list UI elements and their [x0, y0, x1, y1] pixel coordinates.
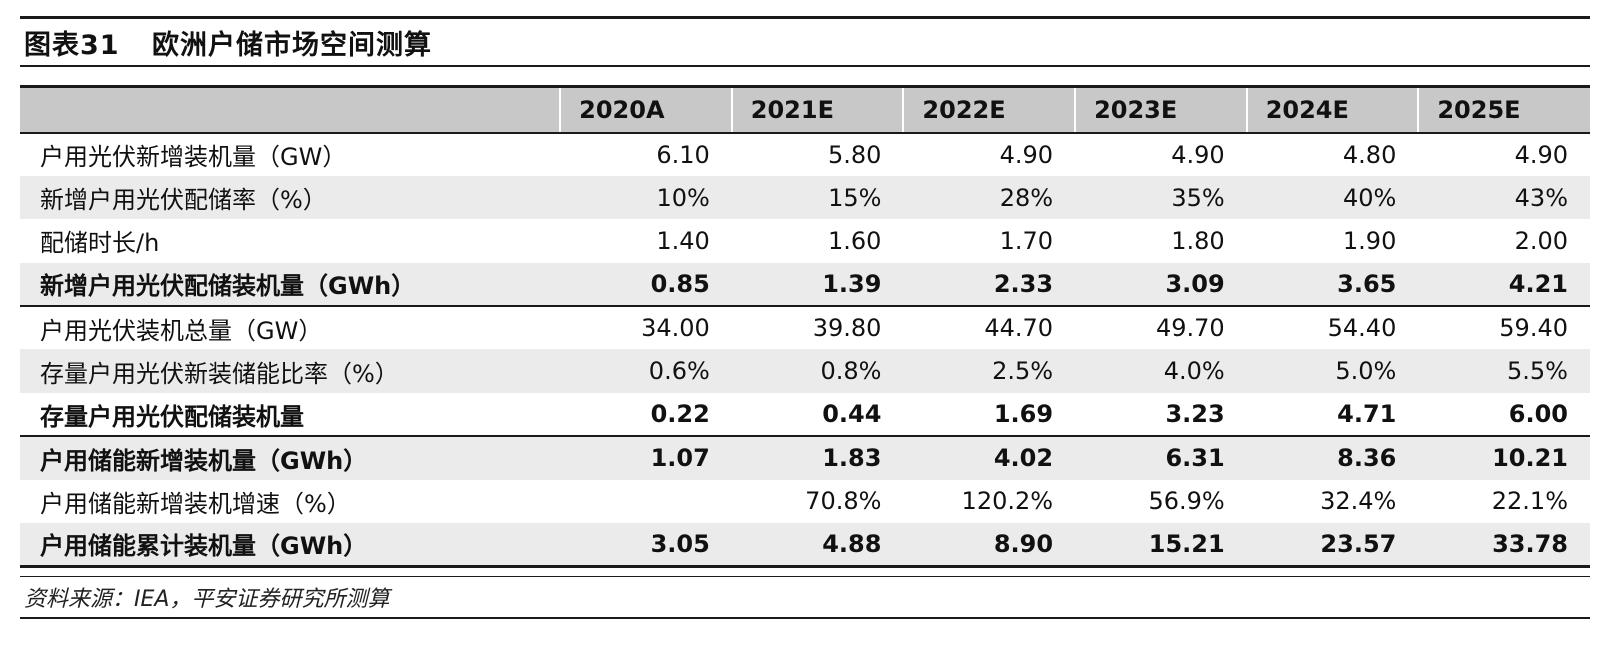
table-cell: 4.80 — [1342, 140, 1397, 169]
table-cell: 1.07 — [650, 444, 710, 473]
table-cell: 43% — [1514, 183, 1568, 212]
table-cell: 40% — [1343, 183, 1397, 212]
table-cell: 23.57 — [1246, 523, 1419, 568]
table-row: 户用储能新增装机增速（%） 70.8% 120.2% 56.9% 32.4% 2… — [20, 480, 1590, 523]
table-cell: 4.21 — [1418, 262, 1590, 308]
table-row: 存量户用光伏新装储能比率（%） 0.6% 0.8% 2.5% 4.0% 5.0%… — [20, 349, 1590, 393]
table-cell: 6.10 — [656, 140, 710, 169]
table-cell: 2.33 — [903, 262, 1076, 308]
figure-number: 图表31 — [24, 29, 120, 61]
table-cell: 4.90 — [1171, 140, 1225, 169]
header-cell: 2022E — [902, 85, 1076, 134]
table-row-total: 户用储能新增装机量（GWh） 1.07 1.83 4.02 6.31 8.36 … — [20, 436, 1590, 480]
figure-title-bar: 图表31 欧洲户储市场空间测算 — [20, 19, 1590, 65]
table-cell: 32.4% — [1320, 487, 1397, 516]
source-note: 资料来源：IEA，平安证券研究所测算 — [20, 575, 1590, 619]
figure-frame: 图表31 欧洲户储市场空间测算 2020A 2021E 2022E 2023E … — [20, 16, 1590, 619]
table-cell: 0.85 — [560, 262, 732, 308]
table-cell: 4.90 — [1514, 140, 1568, 169]
table-cell: 1.40 — [656, 226, 710, 255]
table-cell: 34.00 — [641, 314, 710, 343]
row-label: 户用光伏新增装机量（GW） — [40, 143, 347, 172]
header-cell: 2024E — [1245, 85, 1419, 134]
table-row: 配储时长/h 1.40 1.60 1.70 1.80 1.90 2.00 — [20, 219, 1590, 262]
table-cell: 49.70 — [1155, 314, 1225, 343]
table-cell: 6.00 — [1418, 392, 1590, 438]
table-cell: 1.70 — [999, 226, 1054, 255]
table-row: 新增户用光伏配储率（%） 10% 15% 28% 35% 40% 43% — [20, 175, 1590, 220]
header-cell — [20, 85, 561, 134]
table-cell: 4.71 — [1246, 392, 1419, 438]
table-cell: 4.90 — [999, 140, 1054, 169]
table-cell: 56.9% — [1148, 487, 1225, 516]
table-row-subtotal: 新增户用光伏配储装机量（GWh） 0.85 1.39 2.33 3.09 3.6… — [20, 262, 1590, 308]
row-label: 新增户用光伏配储率（%） — [40, 186, 327, 215]
table-cell: 15% — [828, 183, 882, 212]
figure-title: 欧洲户储市场空间测算 — [152, 29, 432, 61]
row-label: 户用储能累计装机量（GWh） — [20, 523, 561, 568]
table-cell: 2.00 — [1514, 226, 1568, 255]
table-cell: 4.02 — [993, 444, 1054, 473]
table-cell: 1.69 — [903, 392, 1076, 438]
table-cell: 3.23 — [1075, 392, 1247, 438]
table-cell: 70.8% — [805, 487, 882, 516]
table-cell: 4.0% — [1163, 357, 1225, 386]
table-cell: 3.05 — [560, 523, 732, 568]
table-cell: 0.6% — [648, 357, 710, 386]
table-cell: 0.44 — [731, 392, 904, 438]
table-row: 户用光伏新增装机量（GW） 6.10 5.80 4.90 4.90 4.80 4… — [20, 133, 1590, 176]
table-cell: 6.31 — [1165, 444, 1225, 473]
table-cell: 3.09 — [1075, 262, 1247, 308]
row-label: 新增户用光伏配储装机量（GWh） — [20, 262, 561, 308]
table-cell: 4.88 — [731, 523, 904, 568]
table-cell: 1.60 — [827, 226, 882, 255]
table-cell: 1.80 — [1171, 226, 1225, 255]
table-cell: 8.36 — [1337, 444, 1397, 473]
table-cell: 15.21 — [1075, 523, 1247, 568]
row-label: 配储时长/h — [40, 229, 160, 258]
forecast-table: 2020A 2021E 2022E 2023E 2024E 2025E 户用光伏… — [20, 85, 1590, 568]
table-cell: 8.90 — [903, 523, 1076, 568]
header-cell: 2025E — [1417, 85, 1590, 134]
table-cell: 35% — [1171, 183, 1225, 212]
table-cell: 2.5% — [992, 357, 1054, 386]
row-label: 户用光伏装机总量（GW） — [40, 316, 323, 345]
table-cell: 0.22 — [560, 392, 732, 438]
table-cell — [560, 480, 732, 523]
header-cell: 2020A — [559, 85, 732, 134]
table-cell: 44.70 — [984, 314, 1054, 343]
table-row: 户用光伏装机总量（GW） 34.00 39.80 44.70 49.70 54.… — [20, 306, 1590, 349]
row-label: 存量户用光伏新装储能比率（%） — [40, 359, 399, 388]
table-cell: 1.90 — [1342, 226, 1397, 255]
table-cell: 5.0% — [1335, 357, 1397, 386]
table-cell: 59.40 — [1499, 314, 1568, 343]
header-cell: 2023E — [1074, 85, 1247, 134]
table-cell: 1.39 — [731, 262, 904, 308]
table-cell: 1.83 — [822, 444, 882, 473]
table-cell: 5.80 — [827, 140, 882, 169]
table-cell: 22.1% — [1491, 487, 1568, 516]
table-cell: 10% — [656, 183, 710, 212]
row-label: 户用储能新增装机增速（%） — [40, 489, 351, 518]
table-cell: 3.65 — [1246, 262, 1419, 308]
table-cell: 33.78 — [1418, 523, 1590, 568]
table-cell: 120.2% — [961, 487, 1054, 516]
table-cell: 0.8% — [820, 357, 882, 386]
table-row-subtotal: 存量户用光伏配储装机量 0.22 0.44 1.69 3.23 4.71 6.0… — [20, 392, 1590, 438]
row-label: 存量户用光伏配储装机量 — [20, 392, 561, 438]
table-cell: 54.40 — [1327, 314, 1397, 343]
title-rule — [20, 65, 1590, 67]
table-cell: 10.21 — [1492, 444, 1568, 473]
table-cell: 28% — [999, 183, 1054, 212]
row-label: 户用储能新增装机量（GWh） — [40, 446, 368, 475]
header-cell: 2021E — [730, 85, 904, 134]
table-cell: 5.5% — [1507, 357, 1568, 386]
table-cell: 39.80 — [812, 314, 882, 343]
table-header-row: 2020A 2021E 2022E 2023E 2024E 2025E — [20, 85, 1590, 134]
top-rule — [20, 16, 1590, 19]
table-row-total: 户用储能累计装机量（GWh） 3.05 4.88 8.90 15.21 23.5… — [20, 523, 1590, 568]
